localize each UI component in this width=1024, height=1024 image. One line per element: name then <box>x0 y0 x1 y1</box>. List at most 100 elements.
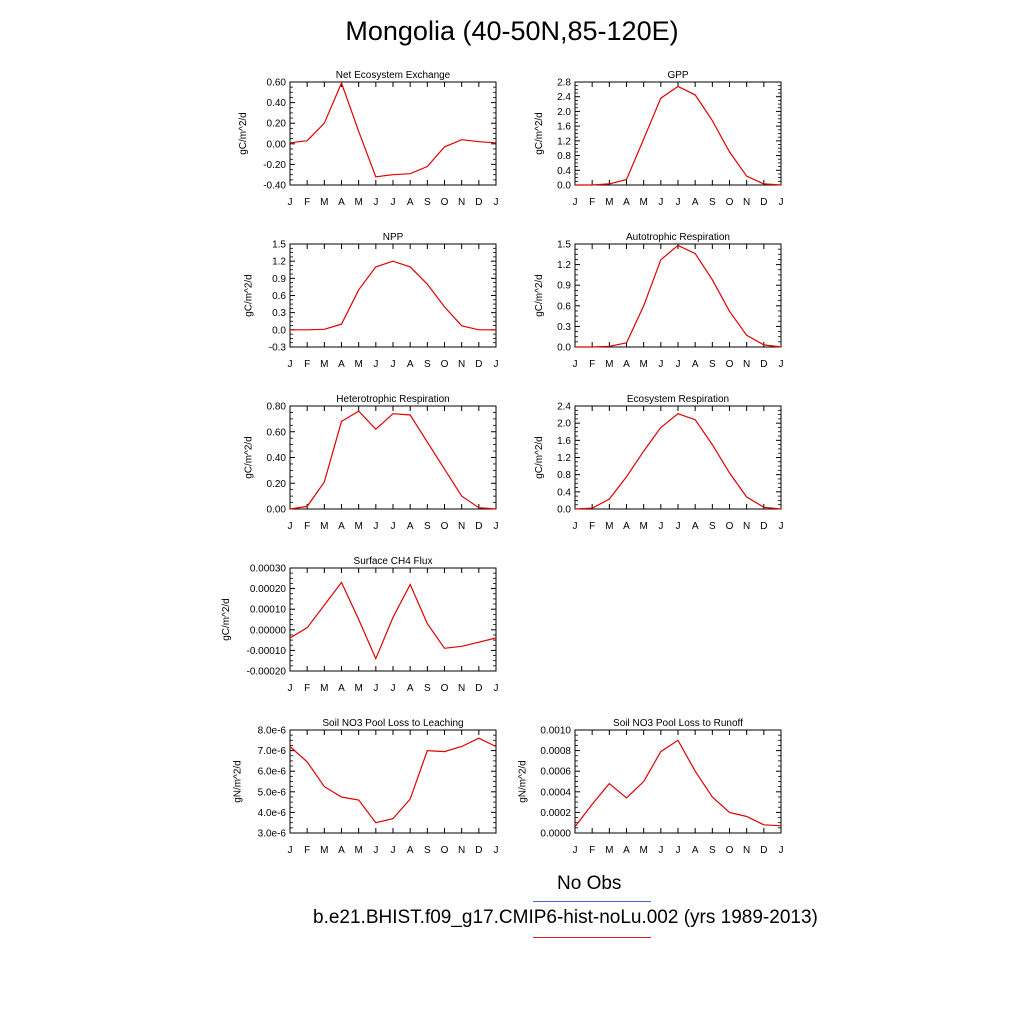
x-tick-label: A <box>623 521 630 532</box>
legend-model-line <box>533 937 651 938</box>
x-tick-label: A <box>692 521 699 532</box>
x-tick-label: D <box>760 521 767 532</box>
y-tick-label: 0.3 <box>272 308 286 319</box>
x-tick-label: M <box>354 683 362 694</box>
y-tick-label: 0.6 <box>272 291 286 302</box>
x-tick-label: N <box>458 683 465 694</box>
legend-obs-label: No Obs <box>557 873 622 894</box>
panel-7: Surface CH4 Flux 0.00030 0.00020 0.00010 0.0… <box>221 556 498 694</box>
y-tick-label: 0.0002 <box>540 808 571 819</box>
x-tick-label: O <box>726 521 734 532</box>
panel-4: Autotrophic Respiration 1.5 1.2 0.9 0.6 0.3 0.… <box>534 232 783 370</box>
x-tick-label: D <box>760 845 767 856</box>
y-tick-label: 0.0008 <box>540 746 571 757</box>
x-tick-label: M <box>639 197 647 208</box>
x-tick-label: O <box>441 359 449 370</box>
y-axis-label: gC/m^2/d <box>221 598 232 641</box>
x-tick-label: J <box>494 197 499 208</box>
x-tick-label: F <box>589 521 595 532</box>
y-tick-label: 0.0 <box>557 343 571 354</box>
x-tick-label: F <box>304 683 310 694</box>
plot-frame <box>574 81 782 186</box>
y-tick-label: 0.8 <box>557 151 571 162</box>
y-axis-label: gN/m^2/d <box>517 760 528 803</box>
x-tick-label: J <box>573 359 578 370</box>
x-tick-label: M <box>320 359 328 370</box>
plot-frame <box>289 243 497 348</box>
x-tick-label: F <box>589 197 595 208</box>
x-tick-label: S <box>709 521 716 532</box>
legend-model-label: b.e21.BHIST.f09_g17.CMIP6-hist-noLu.002 … <box>313 907 818 928</box>
y-tick-label: 0.0000 <box>540 829 571 840</box>
y-tick-label: 0.0004 <box>540 787 571 798</box>
series-line <box>289 581 497 661</box>
plot-frame <box>289 405 497 510</box>
x-tick-label: J <box>494 359 499 370</box>
y-tick-label: 0.4 <box>557 166 571 177</box>
y-tick-label: 1.2 <box>557 260 571 271</box>
x-tick-label: J <box>676 845 681 856</box>
x-tick-label: J <box>373 521 378 532</box>
x-tick-label: A <box>338 845 345 856</box>
x-tick-label: J <box>779 845 784 856</box>
y-tick-label: 1.6 <box>557 122 571 133</box>
x-tick-label: J <box>779 359 784 370</box>
y-tick-label: 2.0 <box>557 419 571 430</box>
x-tick-label: M <box>354 359 362 370</box>
x-tick-label: J <box>373 359 378 370</box>
x-tick-label: N <box>743 197 750 208</box>
x-tick-label: J <box>779 197 784 208</box>
x-tick-label: J <box>391 683 396 694</box>
series-line <box>289 410 497 510</box>
x-tick-label: A <box>338 359 345 370</box>
x-tick-label: D <box>475 521 482 532</box>
x-tick-label: A <box>692 359 699 370</box>
x-tick-label: F <box>304 845 310 856</box>
x-tick-label: M <box>354 197 362 208</box>
plot-frame <box>289 81 497 186</box>
x-tick-label: J <box>573 521 578 532</box>
x-tick-label: J <box>676 521 681 532</box>
x-tick-label: M <box>354 521 362 532</box>
y-tick-label: 1.2 <box>557 136 571 147</box>
x-tick-label: M <box>605 197 613 208</box>
y-tick-label: 0.0010 <box>540 726 571 737</box>
x-tick-label: A <box>692 197 699 208</box>
x-tick-label: J <box>494 683 499 694</box>
y-tick-label: 8.0e-6 <box>258 726 287 737</box>
x-tick-label: D <box>760 197 767 208</box>
x-tick-label: S <box>424 359 431 370</box>
panel-1: Net Ecosystem Exchange 0.60 0.40 0.20 0.00 -0… <box>238 70 499 208</box>
x-tick-label: S <box>424 683 431 694</box>
x-tick-label: J <box>494 521 499 532</box>
y-tick-label: 0.00000 <box>250 625 287 636</box>
y-tick-label: 0.0 <box>557 181 571 192</box>
y-tick-label: 0.20 <box>267 119 287 130</box>
series-line <box>575 85 782 186</box>
panel-title: Soil NO3 Pool Loss to Leaching <box>322 718 463 729</box>
x-tick-label: J <box>658 845 663 856</box>
x-tick-label: J <box>288 521 293 532</box>
y-tick-label: 1.6 <box>557 436 571 447</box>
x-tick-label: D <box>475 845 482 856</box>
x-tick-label: J <box>391 359 396 370</box>
x-tick-label: A <box>338 521 345 532</box>
x-tick-label: J <box>288 845 293 856</box>
x-tick-label: M <box>639 359 647 370</box>
x-tick-label: F <box>304 197 310 208</box>
x-tick-label: A <box>692 845 699 856</box>
panel-title: NPP <box>383 232 404 243</box>
x-tick-label: A <box>407 359 414 370</box>
y-axis-label: gC/m^2/d <box>534 436 545 479</box>
y-axis-label: gN/m^2/d <box>232 760 243 803</box>
panel-title: Heterotrophic Respiration <box>336 394 449 405</box>
y-tick-label: 0.0 <box>557 505 571 516</box>
y-tick-label: 0.6 <box>557 301 571 312</box>
y-tick-label: 0.4 <box>557 487 571 498</box>
legend-obs-line <box>533 901 651 902</box>
x-tick-label: A <box>407 521 414 532</box>
x-tick-label: M <box>605 359 613 370</box>
x-tick-label: F <box>304 359 310 370</box>
x-tick-label: A <box>623 359 630 370</box>
